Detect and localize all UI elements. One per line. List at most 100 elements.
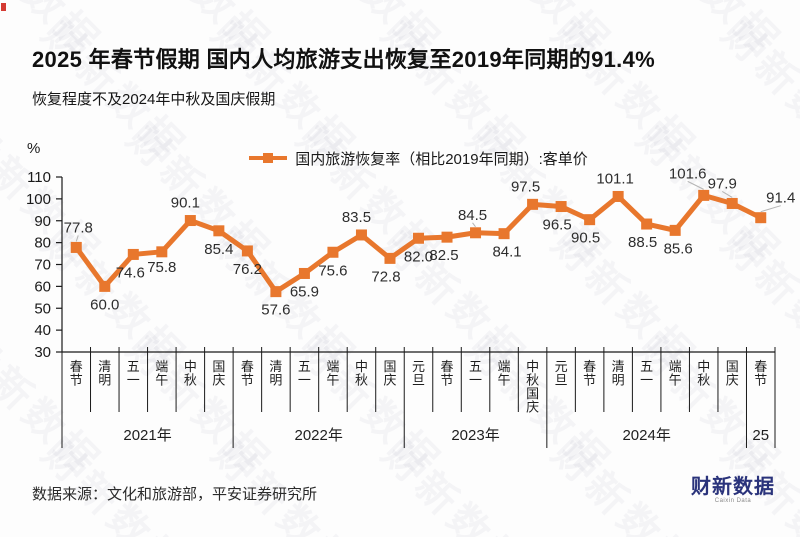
svg-text:101.6: 101.6 [669,165,707,182]
svg-text:秋: 秋 [697,373,710,388]
svg-text:84.1: 84.1 [492,244,521,261]
svg-text:85.6: 85.6 [664,240,693,257]
svg-text:82.5: 82.5 [429,247,458,264]
svg-text:90.5: 90.5 [571,230,600,247]
svg-text:明: 明 [98,373,111,388]
svg-text:90: 90 [34,213,51,230]
svg-text:春: 春 [441,359,454,374]
svg-text:清: 清 [612,359,625,374]
svg-text:春: 春 [241,359,254,374]
data-source-note: 数据来源：文化和旅游部，平安证券研究所 [32,486,318,503]
svg-text:秋: 秋 [526,373,539,388]
svg-text:元: 元 [555,359,568,374]
svg-text:五: 五 [469,359,482,374]
svg-text:庆: 庆 [726,373,739,388]
svg-text:76.2: 76.2 [233,261,262,278]
svg-text:88.5: 88.5 [628,234,657,251]
watermark-text: 财新数据 [796,0,800,70]
svg-text:春: 春 [754,359,767,374]
svg-text:春: 春 [583,359,596,374]
svg-text:旦: 旦 [412,373,425,388]
svg-text:端: 端 [498,359,511,374]
svg-text:100: 100 [26,191,51,208]
svg-text:明: 明 [269,373,282,388]
svg-text:25: 25 [752,427,769,444]
svg-text:端: 端 [326,359,339,374]
svg-text:2024年: 2024年 [622,427,670,444]
svg-text:96.5: 96.5 [542,217,571,234]
svg-text:旦: 旦 [555,373,568,388]
corner-mark-icon [1,3,6,11]
svg-text:秋: 秋 [355,373,368,388]
recovery-line-chart: 11010090807060504030春节清明五一端午中秋国庆春节清明五一端午… [26,165,795,448]
svg-text:60: 60 [34,278,51,295]
svg-text:节: 节 [441,373,454,388]
svg-text:国: 国 [383,359,396,374]
svg-text:一: 一 [469,373,482,388]
svg-text:中: 中 [355,359,368,374]
svg-text:2021年: 2021年 [123,427,171,444]
svg-text:57.6: 57.6 [261,302,290,319]
svg-text:元: 元 [412,359,425,374]
svg-text:30: 30 [34,344,51,361]
svg-text:春: 春 [70,359,83,374]
logo-text-en: Caixin Data [714,498,752,504]
svg-text:午: 午 [669,373,682,388]
svg-text:节: 节 [754,373,767,388]
svg-text:午: 午 [155,373,168,388]
svg-text:午: 午 [498,373,511,388]
svg-text:110: 110 [27,169,51,186]
svg-text:节: 节 [583,373,596,388]
svg-text:82.0: 82.0 [404,248,433,265]
svg-text:91.4: 91.4 [766,190,795,207]
svg-text:国: 国 [212,359,225,374]
svg-text:端: 端 [669,359,682,374]
svg-text:节: 节 [241,373,254,388]
svg-text:84.5: 84.5 [458,207,487,224]
svg-text:秋: 秋 [184,373,197,388]
y-axis-unit-label: % [27,140,41,157]
legend-label: 国内旅游恢复率（相比2019年同期）:客单价 [295,150,588,168]
svg-text:85.4: 85.4 [204,241,233,258]
svg-text:庆: 庆 [212,373,225,388]
svg-text:清: 清 [269,359,282,374]
svg-text:一: 一 [127,373,140,388]
svg-text:节: 节 [70,373,83,388]
svg-text:2022年: 2022年 [294,427,342,444]
page-subtitle: 恢复程度不及2024年中秋及国庆假期 [32,91,276,108]
svg-text:国: 国 [526,386,539,401]
svg-text:65.9: 65.9 [290,283,319,300]
svg-text:端: 端 [155,359,168,374]
svg-text:午: 午 [326,373,339,388]
svg-text:一: 一 [640,373,653,388]
svg-text:97.9: 97.9 [708,175,737,192]
svg-text:101.1: 101.1 [596,170,634,187]
svg-text:2023年: 2023年 [451,427,499,444]
svg-text:77.8: 77.8 [64,219,93,236]
svg-text:72.8: 72.8 [371,268,400,285]
svg-text:80: 80 [34,235,51,252]
svg-text:97.5: 97.5 [511,178,540,195]
svg-text:庆: 庆 [383,373,396,388]
svg-text:清: 清 [98,359,111,374]
svg-text:83.5: 83.5 [342,209,371,226]
svg-text:庆: 庆 [526,400,539,415]
svg-text:74.6: 74.6 [116,264,145,281]
svg-text:一: 一 [298,373,311,388]
svg-text:五: 五 [127,359,140,374]
svg-text:中: 中 [697,359,710,374]
svg-text:明: 明 [612,373,625,388]
chart-legend: 国内旅游恢复率（相比2019年同期）:客单价 [62,147,775,169]
svg-text:75.8: 75.8 [147,259,176,276]
svg-text:中: 中 [184,359,197,374]
svg-text:五: 五 [298,359,311,374]
svg-text:五: 五 [640,359,653,374]
svg-text:70: 70 [34,257,51,274]
svg-text:40: 40 [34,322,51,339]
svg-text:90.1: 90.1 [171,195,200,212]
logo-text-zh: 财新数据 [691,476,775,498]
caixin-data-logo: 财新数据 Caixin Data [691,476,775,504]
svg-text:国: 国 [726,359,739,374]
svg-text:50: 50 [34,300,51,317]
